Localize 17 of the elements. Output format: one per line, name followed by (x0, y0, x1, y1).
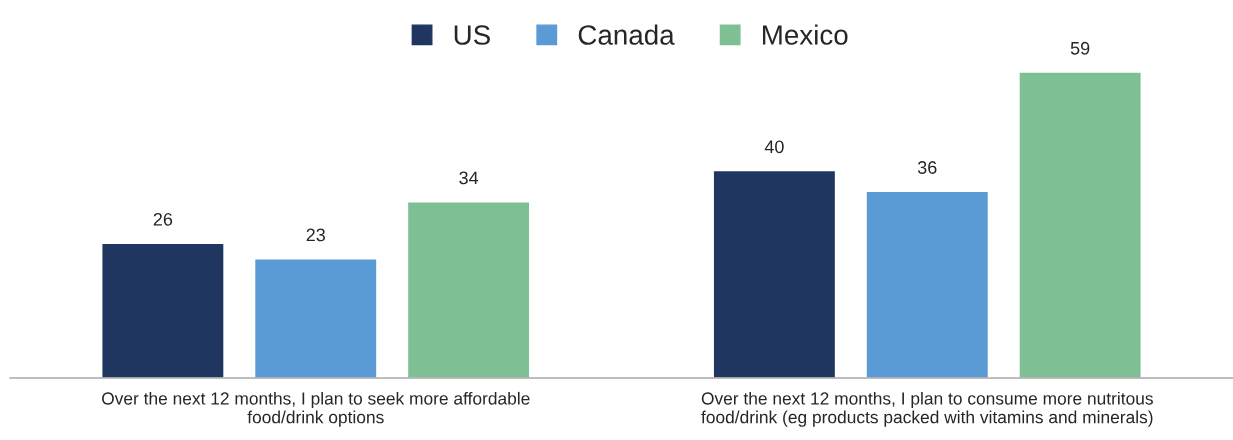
bar (1018, 71, 1142, 378)
legend-label: US (454, 25, 490, 45)
x-tick-label: Over the next 12 months, I plan to seek more affordable food/drink options (102, 391, 530, 427)
legend-label: Mexico (763, 24, 848, 45)
data-label: 40 (764, 140, 784, 154)
legend-label: Canada (578, 24, 675, 45)
bar (712, 169, 837, 378)
data-label: 26 (153, 212, 173, 226)
data-label: 34 (459, 171, 479, 185)
bar (253, 258, 378, 378)
x-tick-label: Over the next 12 months, I plan to consume more nutritous food/drink (eg products packed with vitamins and minerals) (701, 391, 1153, 427)
bar (865, 190, 990, 378)
data-label: 23 (306, 228, 325, 242)
bar (406, 201, 531, 378)
data-label: 36 (917, 161, 937, 174)
bar (101, 242, 225, 378)
data-label: 59 (1070, 41, 1090, 55)
